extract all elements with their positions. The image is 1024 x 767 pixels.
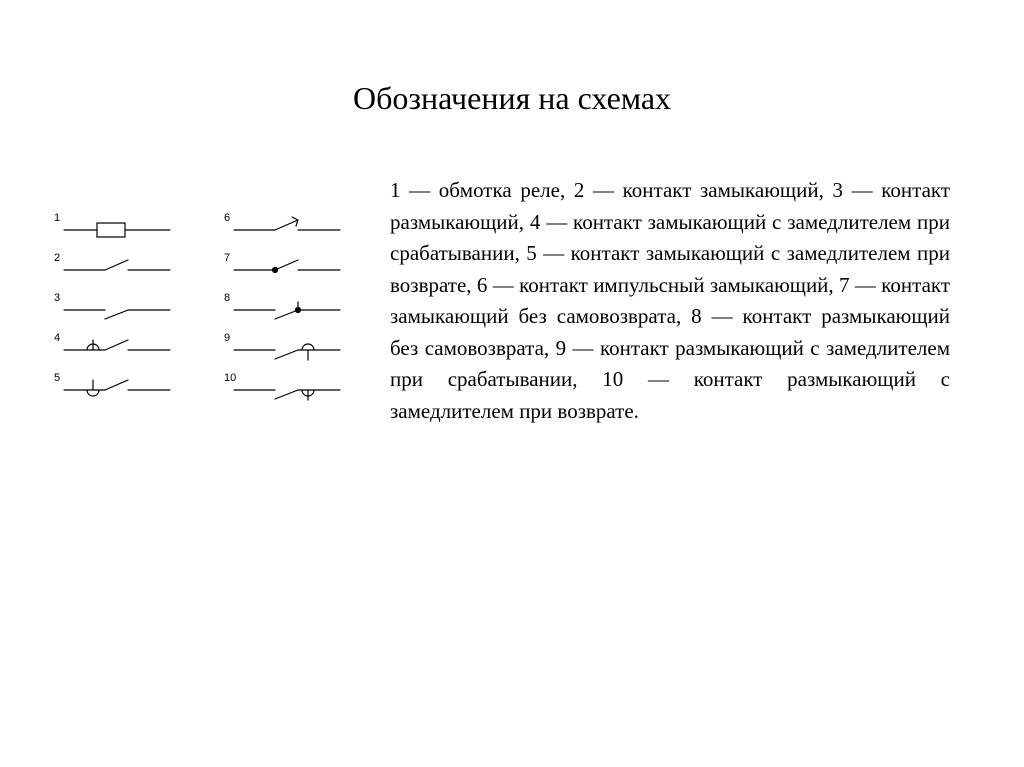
symbol-6: 6	[224, 212, 340, 230]
svg-text:5: 5	[54, 372, 60, 384]
svg-text:3: 3	[54, 292, 60, 304]
page: Обозначения на схемах 1 2 3 4 5 6 7 8 9 10 1 — об…	[0, 0, 1024, 767]
svg-text:10: 10	[224, 372, 236, 384]
svg-text:7: 7	[224, 252, 230, 264]
svg-text:1: 1	[54, 212, 60, 224]
symbol-10: 10	[224, 372, 340, 400]
symbols-diagram: 1 2 3 4 5 6 7 8 9 10	[50, 200, 350, 420]
svg-text:2: 2	[54, 252, 60, 264]
symbol-1: 1	[54, 212, 170, 237]
symbol-8: 8	[224, 292, 340, 319]
symbol-9: 9	[224, 332, 340, 360]
page-title: Обозначения на схемах	[0, 80, 1024, 117]
symbol-7: 7	[224, 252, 340, 273]
svg-text:4: 4	[54, 332, 60, 344]
symbol-5: 5	[54, 372, 170, 396]
svg-text:9: 9	[224, 332, 230, 344]
svg-text:8: 8	[224, 292, 230, 304]
legend-text: 1 — обмотка реле, 2 — контакт замыкающий…	[390, 175, 950, 427]
symbol-2: 2	[54, 252, 170, 270]
symbol-4: 4	[54, 332, 170, 350]
symbol-3: 3	[54, 292, 170, 319]
svg-text:6: 6	[224, 212, 230, 224]
